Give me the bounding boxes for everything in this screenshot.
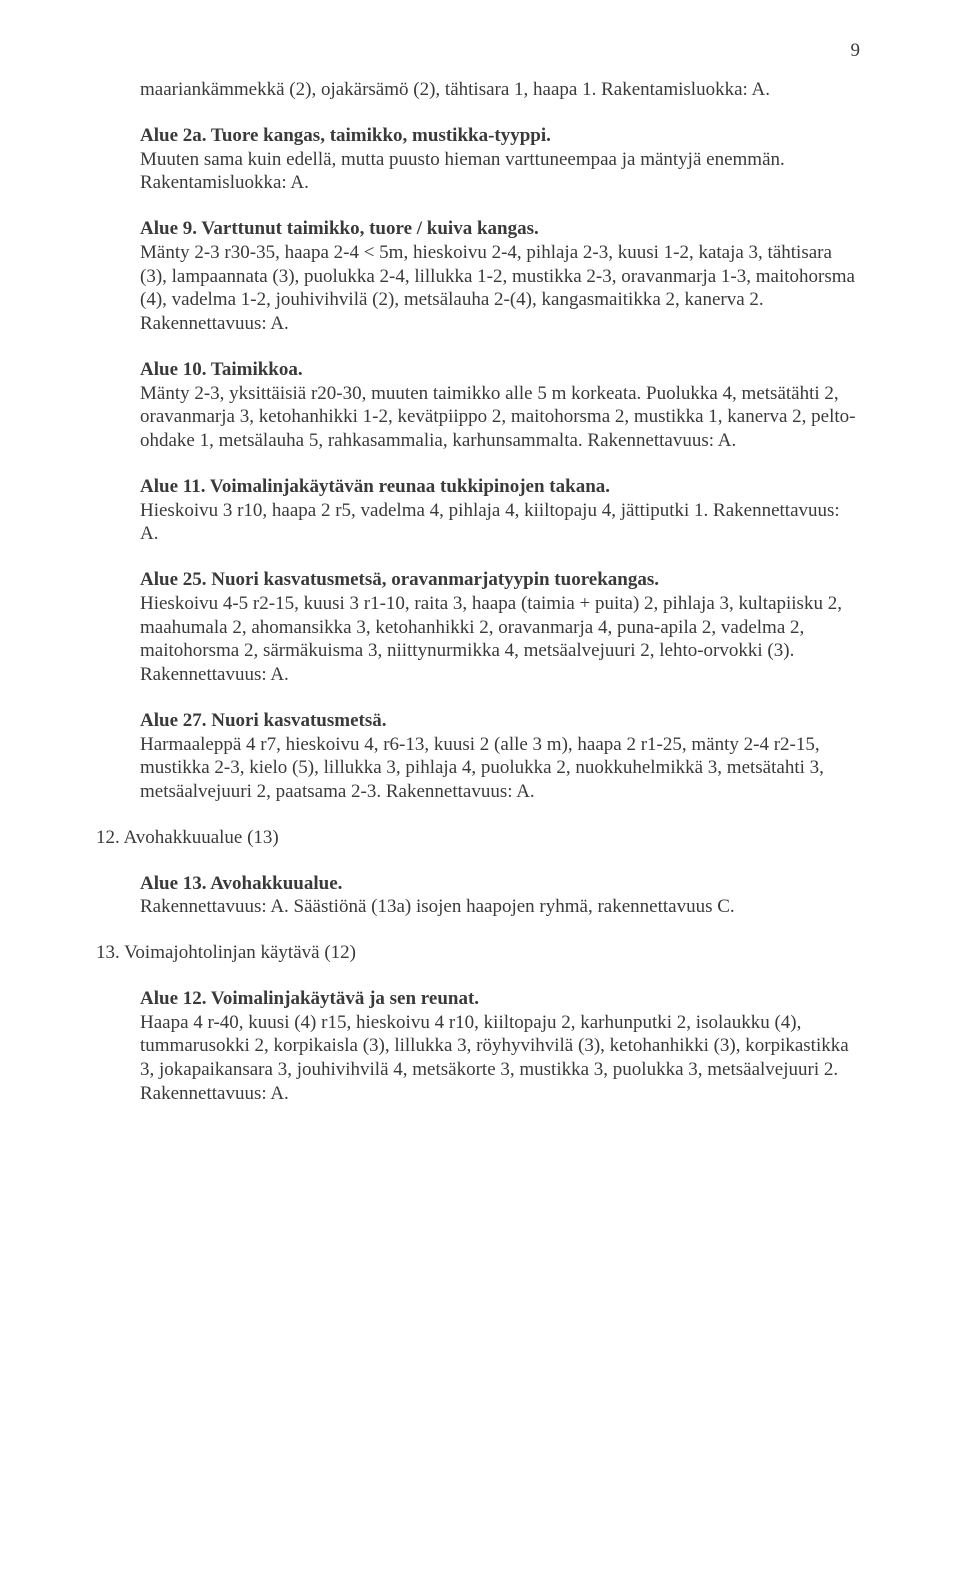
alue-2a-body: Muuten sama kuin edellä, mutta puusto hi…	[140, 149, 785, 194]
alue-25-title: Alue 25. Nuori kasvatusmetsä, oravanmarj…	[140, 569, 659, 590]
alue-11-body: Hieskoivu 3 r10, haapa 2 r5, vadelma 4, …	[140, 500, 840, 545]
alue-10-body: Mänty 2-3, yksittäisiä r20-30, muuten ta…	[140, 383, 856, 452]
alue-13-body: Rakennettavuus: A. Säästiönä (13a) isoje…	[140, 896, 735, 917]
alue-11-block: Alue 11. Voimalinjakäytävän reunaa tukki…	[140, 475, 860, 546]
alue-27-body: Harmaaleppä 4 r7, hieskoivu 4, r6-13, ku…	[140, 734, 824, 803]
alue-25-body: Hieskoivu 4-5 r2-15, kuusi 3 r1-10, rait…	[140, 593, 842, 685]
alue-2a-block: Alue 2a. Tuore kangas, taimikko, mustikk…	[140, 124, 860, 195]
alue-10-title: Alue 10. Taimikkoa.	[140, 359, 303, 380]
alue-12-block: Alue 12. Voimalinjakäytävä ja sen reunat…	[140, 987, 860, 1106]
alue-13-title: Alue 13. Avohakkuualue.	[140, 873, 342, 894]
document-page: 9 maariankämmekkä (2), ojakärsämö (2), t…	[0, 0, 960, 1587]
alue-12-body: Haapa 4 r-40, kuusi (4) r15, hieskoivu 4…	[140, 1012, 849, 1104]
alue-12-title: Alue 12. Voimalinjakäytävä ja sen reunat…	[140, 988, 479, 1009]
section-12-heading: 12. Avohakkuualue (13)	[96, 826, 860, 850]
intro-paragraph: maariankämmekkä (2), ojakärsämö (2), täh…	[140, 78, 860, 102]
alue-25-block: Alue 25. Nuori kasvatusmetsä, oravanmarj…	[140, 568, 860, 687]
alue-9-title: Alue 9. Varttunut taimikko, tuore / kuiv…	[140, 218, 539, 239]
alue-10-block: Alue 10. Taimikkoa. Mänty 2-3, yksittäis…	[140, 358, 860, 453]
alue-27-block: Alue 27. Nuori kasvatusmetsä. Harmaalepp…	[140, 709, 860, 804]
alue-13-block: Alue 13. Avohakkuualue. Rakennettavuus: …	[140, 872, 860, 920]
alue-9-block: Alue 9. Varttunut taimikko, tuore / kuiv…	[140, 217, 860, 336]
page-number: 9	[851, 40, 861, 62]
alue-2a-title: Alue 2a. Tuore kangas, taimikko, mustikk…	[140, 125, 551, 146]
alue-27-title: Alue 27. Nuori kasvatusmetsä.	[140, 710, 386, 731]
alue-9-body: Mänty 2-3 r30-35, haapa 2-4 < 5m, hiesko…	[140, 242, 855, 334]
alue-11-title: Alue 11. Voimalinjakäytävän reunaa tukki…	[140, 476, 610, 497]
section-13-heading: 13. Voimajohtolinjan käytävä (12)	[96, 941, 860, 965]
